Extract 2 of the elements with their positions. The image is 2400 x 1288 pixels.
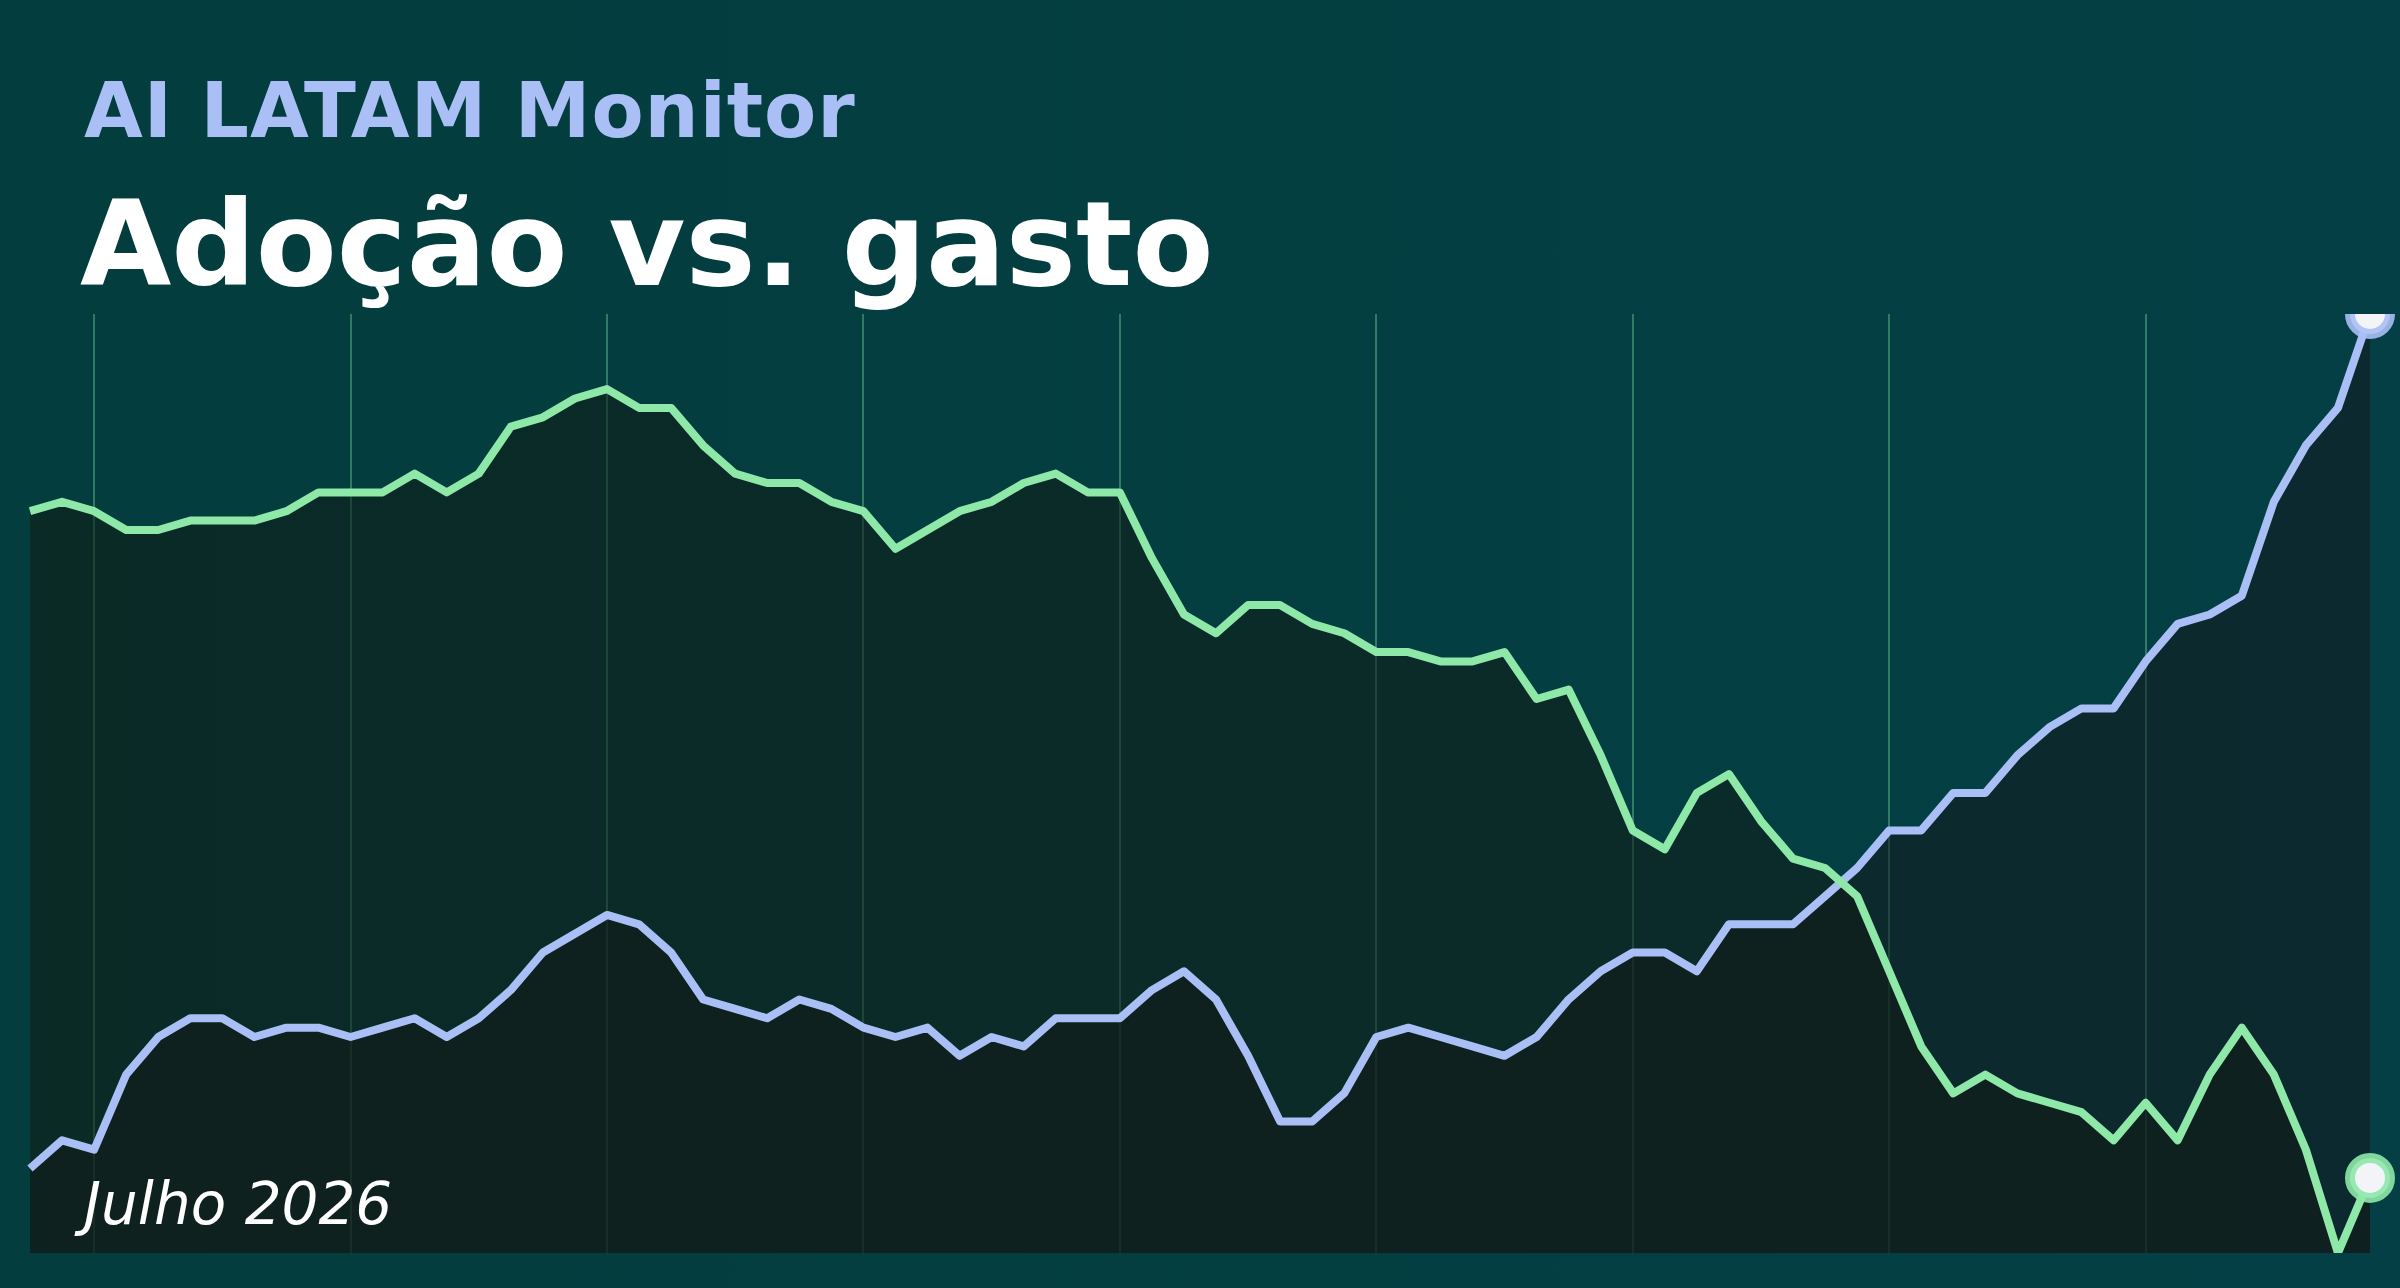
chart-title: Adoção vs. gasto xyxy=(80,175,1214,313)
chart-subtitle: AI LATAM Monitor xyxy=(84,66,856,155)
